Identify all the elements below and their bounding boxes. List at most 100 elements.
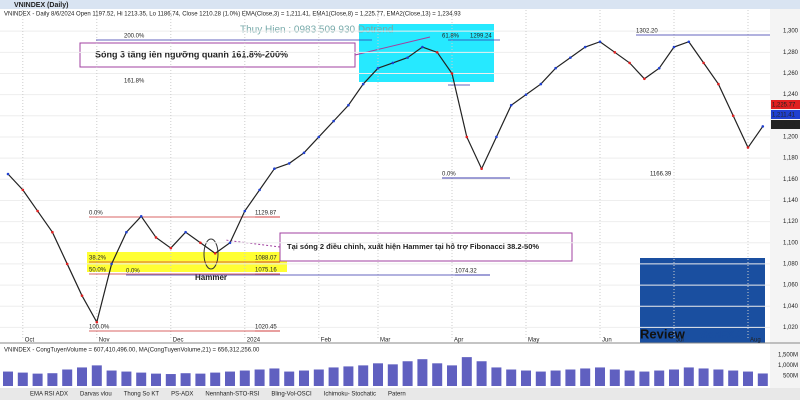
price-point: [717, 82, 720, 86]
volume-bar: [269, 368, 280, 386]
price-point: [465, 135, 469, 139]
volume-bar: [195, 373, 206, 386]
fib-label: 1299.24: [470, 34, 492, 40]
x-tick-label: Feb: [321, 338, 332, 344]
volume-bar: [32, 373, 43, 386]
volume-bar: [743, 371, 753, 386]
y-tick-label: 1,020: [783, 325, 799, 331]
tab-bar: [0, 388, 800, 400]
price-point: [213, 252, 217, 255]
price-point: [376, 66, 380, 70]
price-point: [332, 119, 335, 123]
price-point: [243, 209, 247, 213]
price-point: [598, 40, 602, 44]
tab[interactable]: EMA RSI ADX: [30, 392, 68, 398]
x-tick-label: Aug: [750, 338, 761, 344]
volume-bar: [106, 370, 117, 386]
y-tick-label: 1,040: [783, 304, 799, 310]
tab[interactable]: Darvas vlou: [80, 392, 112, 398]
y-tick-label: 1,240: [783, 92, 799, 98]
price-point: [154, 236, 158, 239]
window-title: VNINDEX (Daily): [14, 2, 68, 9]
tab[interactable]: PS-ADX: [171, 392, 193, 398]
price-tag: [771, 120, 800, 129]
volume-bar: [491, 367, 502, 386]
volume-bar: [669, 369, 679, 386]
volume-bar: [387, 364, 398, 386]
price-line: [7, 41, 764, 324]
price-point: [199, 241, 202, 245]
x-tick-label: Jul: [676, 338, 684, 344]
price-point: [125, 230, 128, 234]
volume-bar: [535, 371, 546, 386]
volume-bar: [62, 369, 73, 386]
y-tick-label: 1,120: [783, 219, 799, 225]
price-point: [95, 320, 99, 324]
fib-zone: [359, 24, 494, 82]
volume-bar: [757, 373, 768, 386]
tab[interactable]: Nennhanh-STO-RSI: [205, 392, 259, 398]
y-tick-label: 1,200: [783, 135, 799, 141]
volume-bar: [698, 368, 709, 386]
price-point: [761, 125, 765, 128]
price-point: [110, 262, 113, 266]
fib-label: 1020.45: [255, 325, 277, 331]
price-point: [421, 45, 424, 49]
tab[interactable]: Patern: [388, 392, 406, 398]
annotation: Tại sóng 2 điều chỉnh, xuất hiện Hammer …: [287, 242, 539, 251]
annotation: Sóng 3 tăng lên ngưỡng quanh 161.8%-200%: [95, 49, 288, 59]
volume-bar: [595, 367, 605, 386]
volume-bar: [373, 363, 383, 386]
price-point: [746, 146, 750, 149]
price-point: [406, 56, 409, 59]
x-tick-label: May: [528, 338, 539, 344]
logo: [640, 258, 765, 343]
price-point: [287, 162, 291, 165]
price-point: [480, 167, 483, 171]
volume-bar: [225, 371, 235, 386]
volume-bar: [402, 361, 413, 386]
volume-bar: [47, 373, 58, 386]
price-point: [509, 103, 513, 107]
fib-label: 50.0%: [89, 268, 107, 274]
volume-bar: [417, 359, 428, 386]
fib-label: 0.0%: [126, 269, 140, 275]
volume-bar: [654, 370, 665, 386]
volume-bar: [713, 369, 724, 386]
x-tick-label: Jun: [602, 338, 612, 344]
tab[interactable]: Thong So KT: [124, 392, 160, 398]
x-tick-label: Apr: [454, 338, 463, 344]
price-point: [702, 61, 705, 65]
x-tick-label: 2024: [247, 338, 261, 344]
price-point: [643, 77, 646, 81]
price-point: [65, 262, 69, 266]
price-point: [731, 114, 735, 118]
price-point: [569, 56, 572, 59]
volume-bar: [476, 361, 487, 386]
fib-label: 161.8%: [124, 79, 145, 85]
price-tag: [771, 100, 800, 109]
volume-bar: [77, 367, 87, 386]
price-point: [435, 51, 439, 54]
price-point: [657, 66, 661, 70]
tab[interactable]: Bling-Vol-OSCI: [271, 392, 312, 398]
volume-bar: [506, 369, 517, 386]
price-point: [258, 188, 261, 192]
volume-bar: [210, 372, 221, 386]
price-point: [583, 45, 587, 49]
y-tick-label: 1,100: [783, 240, 799, 246]
fib-label: 100.0%: [89, 325, 110, 331]
vol-tick-label: 1,000M: [778, 363, 798, 369]
y-tick-label: 1,300: [783, 29, 799, 35]
title-bar: [0, 0, 800, 9]
tab[interactable]: Ichimoku- Stochatic: [324, 392, 376, 398]
volume-bar: [91, 365, 102, 386]
volume-bar: [3, 371, 13, 386]
header: VNINDEX - Daily 8/6/2024 Open 1197.52, H…: [4, 12, 461, 18]
x-tick-label: Mar: [380, 338, 390, 344]
volume-bar: [624, 370, 635, 386]
price-point: [6, 172, 10, 176]
volume-bar: [299, 370, 309, 386]
volume-bar: [447, 365, 457, 386]
fib-label: 61.8%: [442, 34, 460, 40]
